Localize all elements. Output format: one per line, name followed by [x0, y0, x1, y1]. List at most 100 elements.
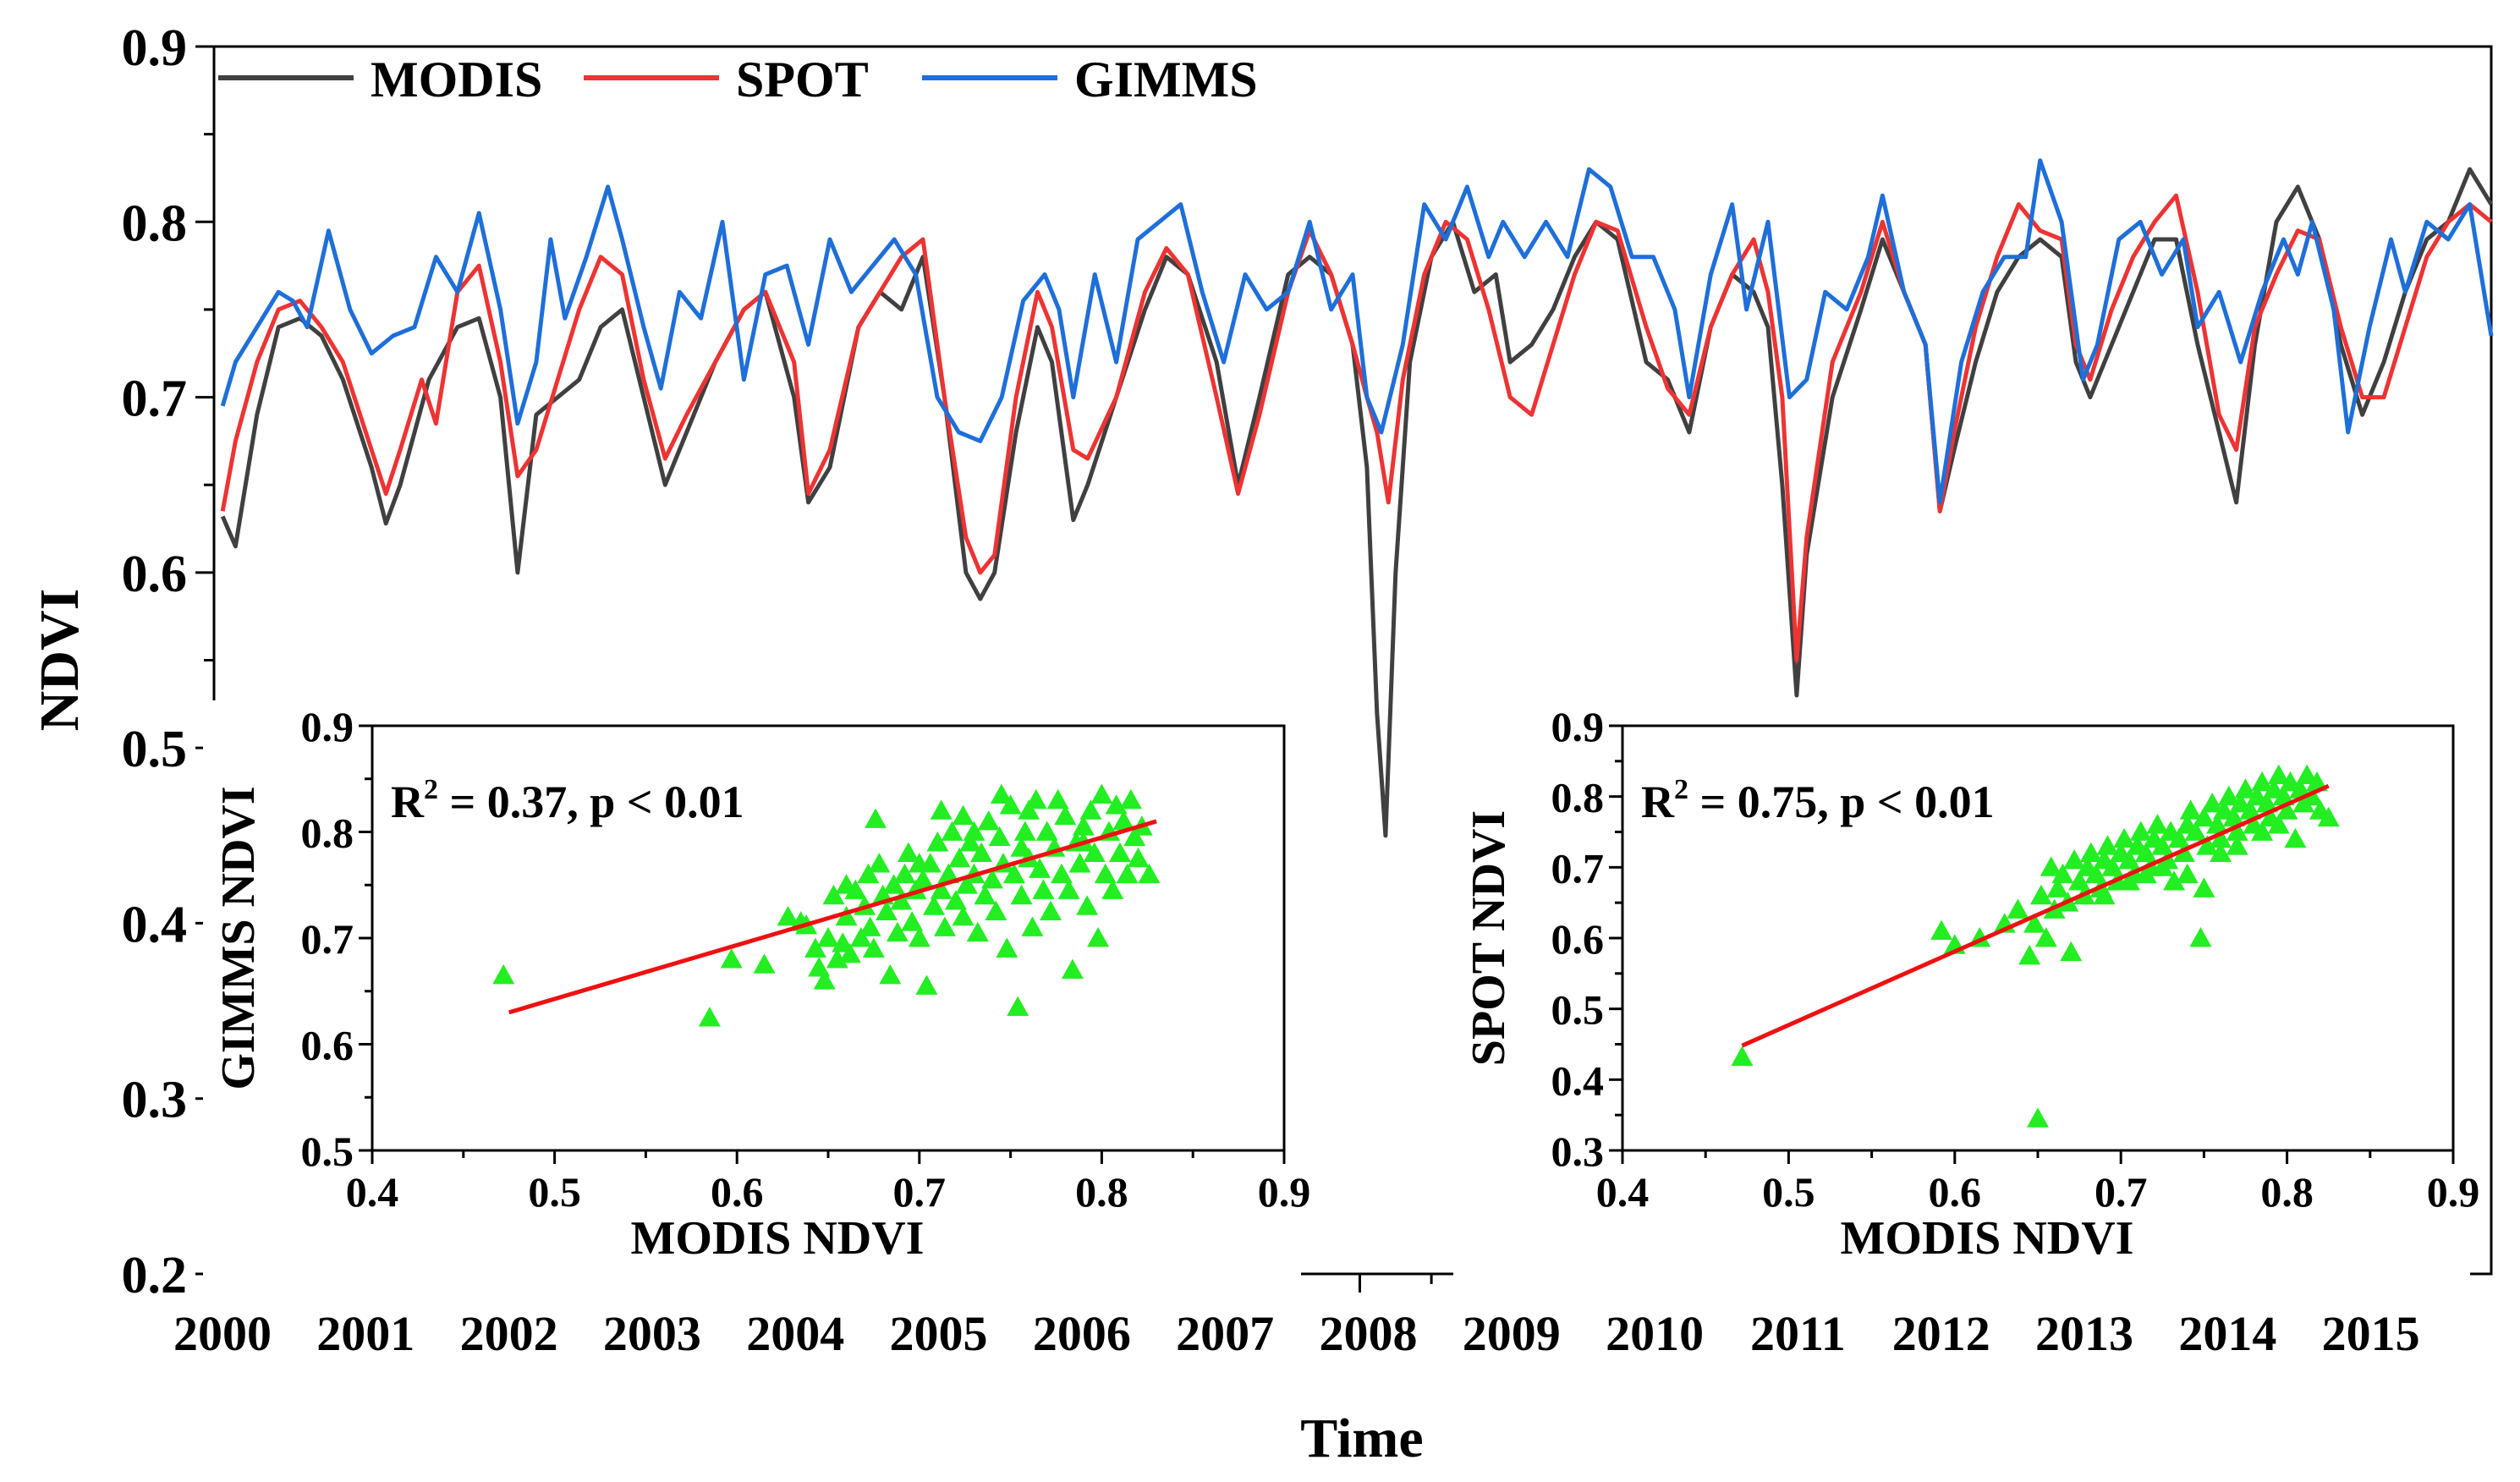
scatter-point [912, 868, 935, 889]
scatter-point [2146, 814, 2169, 834]
scatter-point [838, 942, 861, 963]
inset-y-tick-label: 0.3 [1551, 1128, 1605, 1175]
inset-x-tick-label: 0.4 [346, 1168, 399, 1216]
scatter-point [952, 905, 975, 926]
scatter-point [941, 821, 964, 841]
scatter-point [2101, 856, 2124, 876]
scatter-point [937, 863, 960, 884]
y-tick-label: 0.6 [122, 546, 188, 603]
scatter-point [844, 879, 867, 899]
scatter-point [2167, 827, 2190, 848]
x-tick-label: 2009 [1463, 1306, 1561, 1361]
scatter-point [963, 821, 985, 841]
scatter-point [817, 927, 839, 947]
x-tick-label: 2000 [173, 1306, 272, 1361]
inset-x-axis-label: MODIS NDVI [1841, 1212, 2134, 1265]
scatter-point [1018, 799, 1040, 820]
scatter-point [777, 905, 799, 926]
scatter-point [1021, 916, 1044, 936]
scatter-point [908, 853, 931, 873]
x-tick-label: 2011 [1750, 1306, 1846, 1361]
scatter-point [1087, 927, 1110, 947]
scatter-point [2118, 870, 2141, 891]
annotation-text: = 0.75, p < 0.01 [1688, 777, 1995, 827]
scatter-point [2018, 944, 2041, 965]
scatter-point [2289, 778, 2312, 799]
inset-y-tick-label: 0.6 [301, 1022, 354, 1069]
scatter-point [875, 900, 898, 921]
spot-scatter-inset: 0.30.40.50.60.70.80.90.4 0.5 0.6 0.7 0.8 0.9M… [1453, 700, 2479, 1294]
inset-x-tick-label: 0.9 [1258, 1168, 1311, 1216]
scatter-point [1930, 919, 1953, 941]
scatter-point [2163, 870, 2186, 891]
scatter-point [879, 963, 902, 985]
scatter-point [1013, 821, 1036, 841]
scatter-point [826, 948, 848, 969]
scatter-point [959, 832, 982, 852]
scatter-point [862, 937, 885, 958]
scatter-point [2029, 884, 2052, 905]
scatter-point [2176, 863, 2199, 884]
x-tick-label: 2002 [460, 1306, 558, 1361]
scatter-point [955, 874, 978, 894]
scatter-point [890, 890, 913, 910]
scatter-point [2193, 806, 2215, 827]
scatter-point [2210, 827, 2232, 848]
scatter-point [2262, 778, 2285, 799]
scatter-point [897, 842, 920, 862]
scatter-point [2246, 785, 2269, 806]
scatter-point [698, 1007, 721, 1027]
inset-y-tick-label: 0.4 [1551, 1057, 1605, 1104]
scatter-point [2251, 771, 2274, 792]
x-tick-label: 2012 [1892, 1306, 1990, 1361]
scatter-point [933, 916, 956, 936]
legend-label-spot: SPOT [736, 52, 869, 107]
x-tick-label: 2010 [1606, 1306, 1704, 1361]
annotation-prefix: R [1641, 777, 1675, 827]
scatter-point [930, 879, 953, 899]
scatter-point [2296, 764, 2319, 784]
scatter-point [974, 884, 996, 905]
scatter-point [985, 900, 1007, 921]
inset-y-tick-label: 0.8 [1551, 774, 1605, 821]
scatter-point [988, 826, 1011, 847]
x-tick-label: 2015 [2322, 1306, 2420, 1361]
annotation-superscript: 2 [1674, 774, 1688, 805]
scatter-point [2196, 835, 2219, 855]
inset-x-tick-label: 0.6 [711, 1168, 764, 1216]
inset-x-axis-label: MODIS NDVI [631, 1212, 925, 1265]
scatter-point [1029, 858, 1051, 878]
scatter-point [2129, 821, 2152, 841]
scatter-point [1010, 837, 1033, 857]
scatter-point [908, 927, 931, 947]
y-tick-label: 0.5 [122, 721, 188, 778]
scatter-point [2284, 827, 2307, 848]
scatter-point [2151, 835, 2174, 855]
scatter-point [804, 937, 826, 958]
scatter-point [2267, 814, 2290, 834]
scatter-point [882, 874, 905, 894]
scatter-point [1101, 879, 1124, 899]
scatter-point [2272, 785, 2295, 806]
inset-x-tick-label: 0.8 [2260, 1168, 2314, 1216]
scatter-point [2279, 771, 2302, 792]
scatter-point [2084, 863, 2107, 884]
series-line-spot [220, 193, 2493, 662]
scatter-point [2068, 870, 2091, 891]
scatter-point [990, 783, 1013, 804]
y-tick-label: 0.7 [122, 370, 188, 428]
legend-label-gimms: GIMMS [1074, 52, 1258, 107]
scatter-point [981, 868, 1004, 889]
scatter-point [948, 847, 971, 868]
scatter-point [2027, 1107, 2049, 1128]
scatter-point [2267, 764, 2290, 784]
scatter-point [2007, 898, 2029, 919]
scatter-point [1061, 958, 1084, 980]
scatter-point [2079, 842, 2102, 862]
scatter-point [1116, 863, 1139, 884]
scatter-point [1050, 863, 1073, 884]
inset-y-axis-label: GIMMS NDVI [212, 786, 265, 1090]
scatter-point [2222, 806, 2245, 827]
scatter-point [868, 853, 891, 873]
